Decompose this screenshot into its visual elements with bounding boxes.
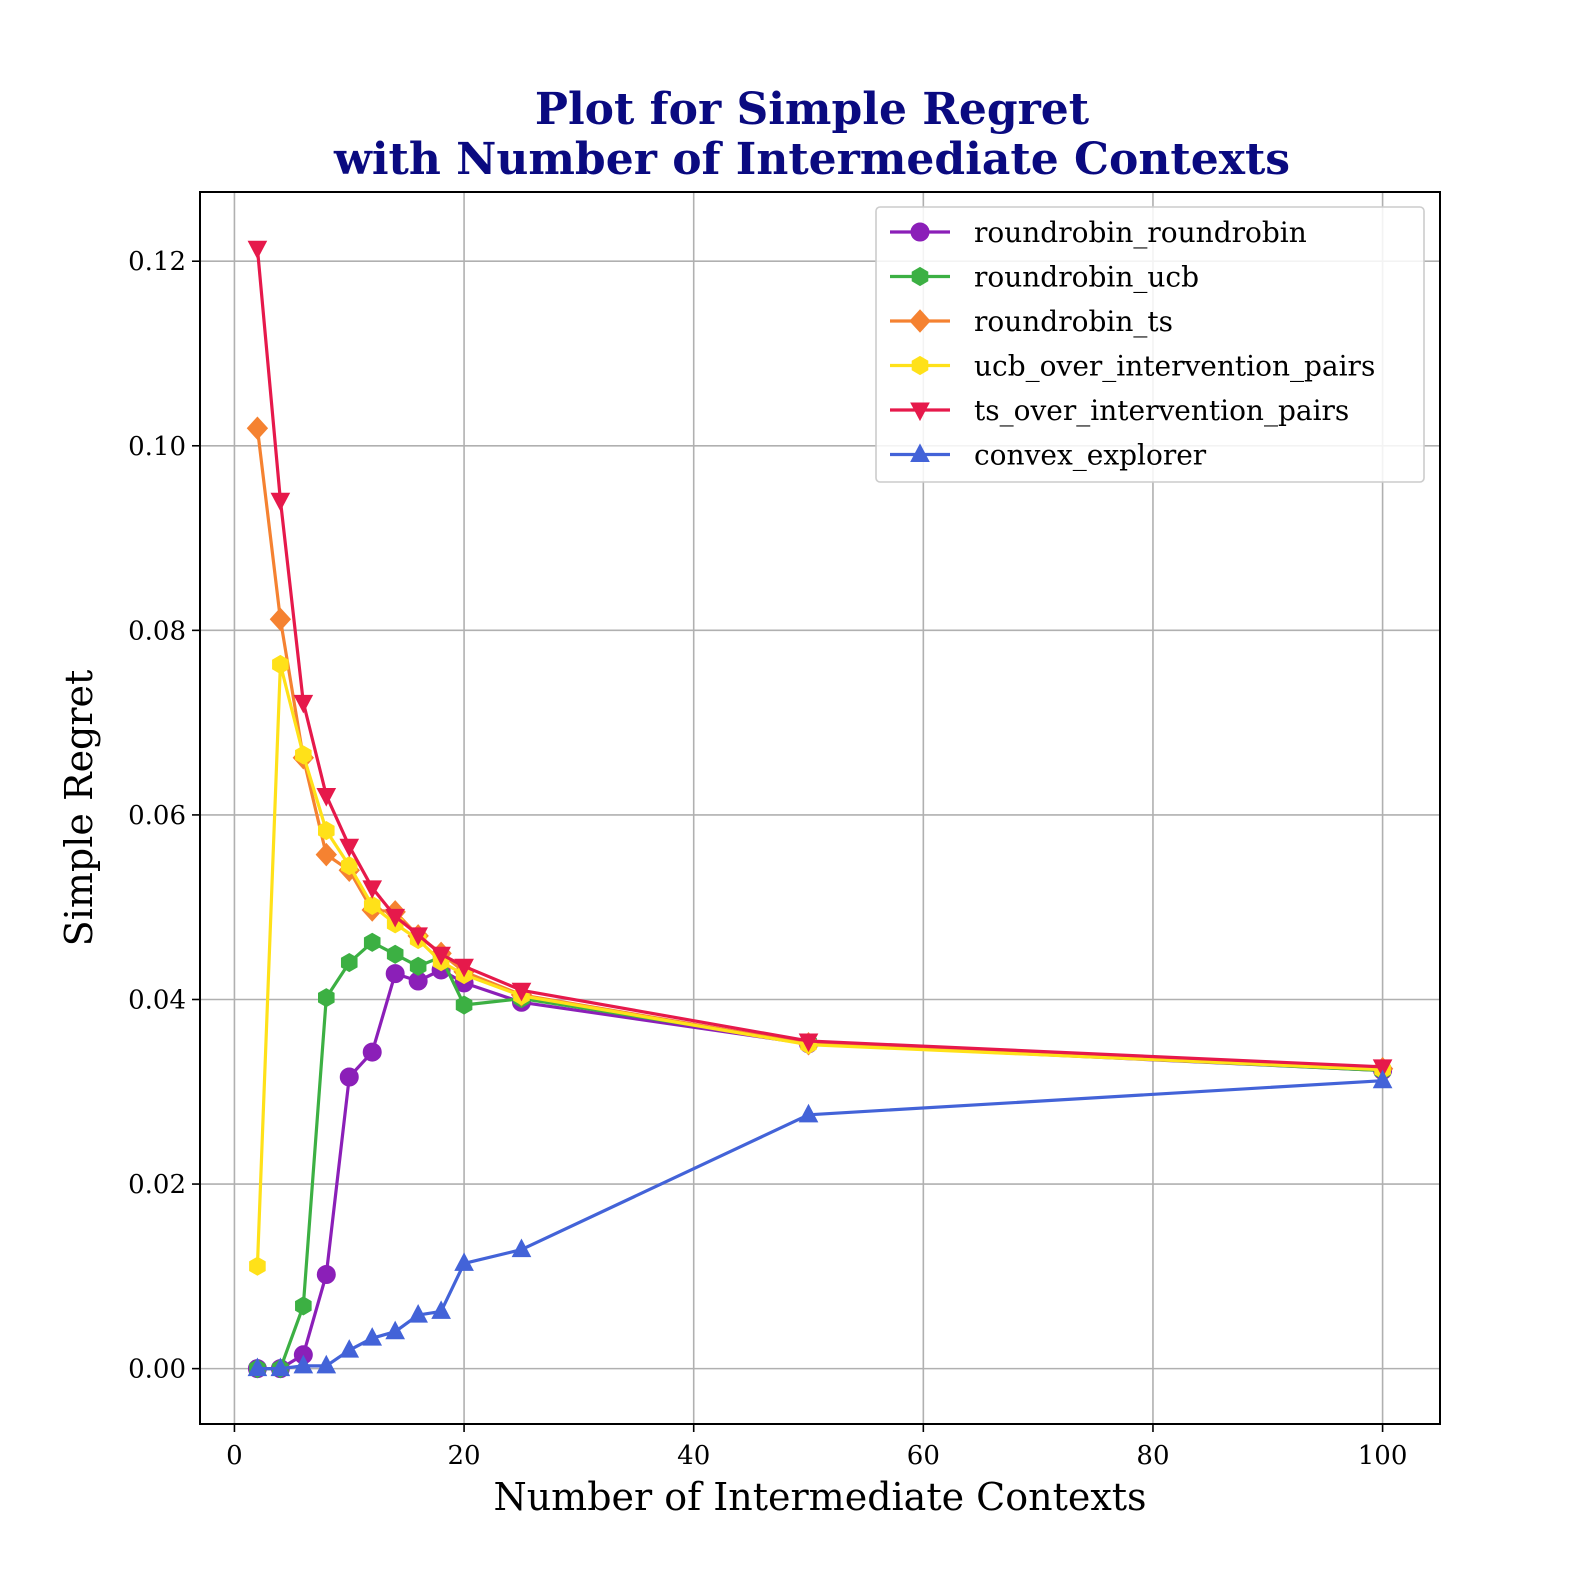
data-point-roundrobin_ucb [386,944,404,964]
x-tick-label: 80 [1136,1441,1169,1471]
data-point-roundrobin_roundrobin [362,1042,382,1062]
legend-label: ucb_over_intervention_pairs [974,350,1375,383]
data-point-ts_over_intervention_pairs [247,240,268,260]
data-point-convex_explorer [1372,1069,1393,1089]
legend-swatch-marker [911,355,929,376]
x-axis-label: Number of Intermediate Contexts [493,1475,1146,1519]
data-point-roundrobin_roundrobin [316,1264,336,1284]
chart-title-line-1: Plot for Simple Regret [535,84,1090,135]
series-ts_over_intervention_pairs [247,240,1393,1078]
data-point-convex_explorer [316,1354,337,1374]
x-tick-label: 100 [1358,1441,1408,1471]
data-point-convex_explorer [293,1354,314,1374]
legend-swatch-marker [910,443,930,462]
data-point-ts_over_intervention_pairs [1372,1059,1393,1078]
data-series [246,240,1394,1379]
data-point-roundrobin_ucb [363,932,381,952]
legend-label: roundrobin_ucb [974,261,1199,294]
data-point-ucb_over_intervention_pairs [318,821,335,841]
data-point-ucb_over_intervention_pairs [249,1256,266,1276]
legend-swatch-marker [911,266,929,287]
legend: roundrobin_roundrobin roundrobin_ucbround… [875,206,1425,483]
data-point-ts_over_intervention_pairs [385,908,406,928]
data-point-convex_explorer [339,1339,360,1358]
data-point-roundrobin_roundrobin [385,964,405,984]
legend-item-roundrobin_roundrobin: roundrobin_roundrobin [890,216,1307,249]
legend-label: convex_explorer [974,439,1207,472]
legend-swatch-marker [910,222,930,242]
data-point-roundrobin_ucb [340,952,358,973]
data-point-convex_explorer [454,1252,474,1271]
data-point-roundrobin_ts [246,416,269,440]
data-point-ts_over_intervention_pairs [293,694,314,714]
series-convex_explorer [247,1069,1393,1377]
plot-frame [199,191,1441,1425]
data-point-roundrobin_ts [315,842,337,867]
data-point-ts_over_intervention_pairs [454,958,474,978]
data-point-ts_over_intervention_pairs [408,927,428,946]
legend-item-convex_explorer: convex_explorer [890,439,1207,472]
data-point-ts_over_intervention_pairs [362,880,383,899]
x-tick-label: 60 [907,1441,940,1471]
legend-label: roundrobin_roundrobin [974,216,1307,249]
legend-label: ts_over_intervention_pairs [974,394,1349,427]
legend-swatch-marker [910,402,930,422]
chart-title: Plot for Simple Regret with Number of In… [333,84,1290,185]
data-point-ts_over_intervention_pairs [511,982,532,1002]
legend-box [875,206,1425,483]
chart-title-line-2: with Number of Intermediate Contexts [333,134,1290,185]
legend-label: roundrobin_ts [974,305,1173,338]
data-point-ucb_over_intervention_pairs [363,895,381,915]
series-line-roundrobin_roundrobin [257,968,1383,1371]
data-point-convex_explorer [270,1357,291,1377]
series-line-roundrobin_ucb [257,940,1383,1371]
data-point-convex_explorer [431,1300,451,1319]
data-point-ts_over_intervention_pairs [339,838,360,858]
data-point-ts_over_intervention_pairs [316,788,337,807]
legend-item-ts_over_intervention_pairs: ts_over_intervention_pairs [890,394,1349,427]
data-point-roundrobin_ucb [318,988,335,1008]
legend-item-ucb_over_intervention_pairs: ucb_over_intervention_pairs [890,350,1375,383]
data-point-convex_explorer [511,1238,532,1258]
data-point-convex_explorer [408,1304,428,1323]
y-tick-label: 0.00 [128,1355,186,1385]
y-tick-label: 0.02 [128,1170,186,1200]
data-point-roundrobin_ts [269,607,292,632]
y-tick-label: 0.10 [128,432,186,462]
data-point-roundrobin_ucb [295,1296,312,1316]
y-tick-label: 0.12 [128,247,186,277]
data-point-roundrobin_roundrobin [339,1067,359,1087]
x-tick-label: 20 [448,1441,481,1471]
y-axis-label: Simple Regret [57,670,101,947]
data-point-convex_explorer [247,1357,268,1377]
legend-item-roundrobin_ts: roundrobin_ts [890,305,1173,338]
x-tick-label: 40 [677,1441,710,1471]
legend-item-roundrobin_ucb: roundrobin_ucb [890,261,1199,294]
data-point-ts_over_intervention_pairs [431,946,451,966]
data-point-convex_explorer [385,1320,406,1340]
data-point-ucb_over_intervention_pairs [295,745,312,765]
legend-swatch-marker [909,309,931,333]
data-point-convex_explorer [362,1327,383,1346]
axis-ticks: 0 20 40 60 80 100 0.00 0.02 0.04 0.06 0.08 0.10 0.12 [128,247,1407,1471]
y-tick-label: 0.04 [128,985,186,1015]
data-point-roundrobin_ucb [455,995,473,1015]
data-point-ts_over_intervention_pairs [270,492,291,512]
data-point-convex_explorer [798,1103,819,1123]
y-tick-label: 0.06 [128,801,186,831]
series-line-roundrobin_ts [255,428,1383,1071]
x-tick-label: 0 [226,1441,243,1471]
y-tick-label: 0.08 [128,616,186,646]
data-point-ts_over_intervention_pairs [798,1033,819,1053]
series-line-convex_explorer [257,1079,1383,1371]
data-point-ucb_over_intervention_pairs [272,654,289,675]
data-point-roundrobin_ucb [409,956,427,976]
